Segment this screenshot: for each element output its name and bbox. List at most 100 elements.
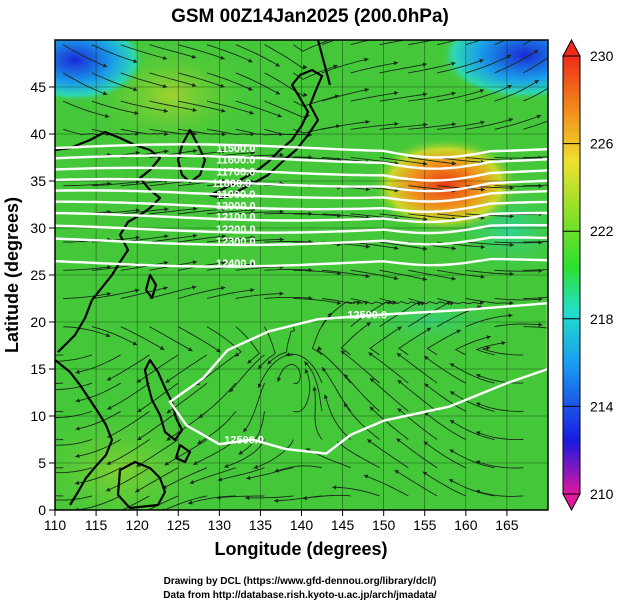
streamline-arrow — [333, 64, 338, 69]
field-cyan-mid — [340, 290, 520, 350]
streamline — [397, 407, 438, 440]
streamline — [396, 352, 438, 384]
colorbar-tick-label: 214 — [590, 398, 614, 414]
streamline-arrow — [135, 235, 140, 240]
streamline-arrow — [164, 234, 169, 239]
y-tick-label: 20 — [30, 314, 46, 330]
streamline — [494, 79, 540, 102]
streamline — [437, 121, 485, 130]
contour-label: 12200.0 — [216, 224, 256, 236]
streamline-arrow — [134, 110, 139, 116]
contour-line — [55, 224, 548, 235]
streamline — [235, 293, 284, 299]
streamline-arrow — [133, 87, 138, 92]
streamline — [192, 439, 237, 466]
streamline — [408, 62, 456, 74]
streamline-arrow — [366, 322, 371, 327]
streamline — [379, 123, 428, 130]
streamline-arrow — [303, 92, 308, 97]
streamline-arrow — [275, 62, 280, 67]
streamline-arrow — [485, 346, 491, 351]
streamline — [321, 40, 337, 46]
streamline — [313, 386, 323, 440]
streamline — [321, 58, 369, 74]
streamline — [437, 59, 484, 74]
streamline — [408, 213, 457, 220]
streamline — [178, 44, 225, 60]
streamline-arrow — [507, 84, 512, 89]
streamline — [55, 495, 93, 501]
colorbar-ticks: 210 214 218 222 226 230 — [563, 48, 614, 502]
streamline-arrow — [75, 369, 80, 374]
streamline — [63, 292, 112, 299]
streamline-arrow — [257, 383, 262, 388]
streamline — [178, 286, 226, 299]
streamline — [379, 63, 428, 74]
streamline-arrow — [509, 213, 514, 219]
streamline-arrow — [365, 244, 370, 249]
streamline — [340, 322, 371, 356]
contour-label: 11700.0 — [216, 167, 255, 179]
contour-label: 11600.0 — [216, 154, 255, 166]
streamline — [424, 383, 467, 412]
streamline-arrow — [423, 161, 428, 166]
streamline — [350, 157, 399, 165]
streamline — [206, 209, 256, 215]
streamline — [350, 213, 399, 220]
streamline — [229, 354, 265, 393]
streamline-arrow — [322, 367, 327, 372]
contour-label: 12400.0 — [216, 258, 256, 270]
streamline — [120, 100, 168, 112]
streamline — [454, 335, 491, 356]
gridlines — [55, 40, 548, 510]
streamline-arrow — [189, 480, 195, 485]
streamline — [120, 128, 169, 135]
streamline — [55, 382, 93, 391]
streamline — [206, 100, 254, 115]
contour-line — [55, 154, 548, 170]
streamline — [465, 241, 514, 246]
streamline-arrow — [534, 22, 538, 26]
contour-label: 11900.0 — [216, 189, 255, 201]
contour-line — [55, 189, 548, 203]
streamline — [494, 298, 543, 301]
streamline-arrow — [164, 149, 169, 154]
x-tick-label: 140 — [290, 517, 314, 533]
streamline — [332, 486, 380, 497]
streamline — [350, 40, 372, 46]
streamline-arrow — [423, 246, 428, 251]
streamline-arrow — [247, 359, 252, 364]
streamline-arrow — [363, 474, 369, 479]
streamline — [235, 72, 281, 95]
streamline-arrow — [538, 183, 543, 189]
streamline-arrow — [479, 58, 484, 63]
streamline — [368, 352, 409, 384]
streamline-arrow — [509, 185, 514, 191]
streamline-arrow — [449, 479, 454, 484]
streamline-arrow — [424, 383, 429, 388]
streamline-arrow — [423, 441, 429, 446]
streamline-arrow — [302, 64, 307, 69]
streamline — [476, 374, 524, 384]
streamline-arrow — [221, 108, 226, 113]
x-tick-label: 160 — [454, 517, 478, 533]
streamline-arrow — [397, 408, 402, 413]
streamline-arrow — [224, 463, 229, 468]
streamline-arrow — [451, 246, 457, 251]
streamline — [75, 439, 121, 458]
streamline — [293, 368, 311, 413]
streamline-arrow — [449, 363, 455, 368]
x-tick-label: 120 — [125, 517, 149, 533]
streamline — [106, 410, 150, 438]
streamline-arrow — [250, 288, 255, 293]
streamline-arrow — [250, 235, 255, 240]
streamline-arrow — [188, 347, 193, 352]
streamline-arrow — [198, 413, 204, 418]
contour-label: 11500.0 — [216, 143, 255, 155]
streamline — [481, 346, 524, 356]
streamline-arrow — [192, 285, 197, 290]
streamline-arrow — [164, 260, 169, 266]
streamline-arrow — [135, 179, 140, 185]
streamline-arrow — [451, 122, 457, 127]
height-contours — [55, 143, 548, 455]
